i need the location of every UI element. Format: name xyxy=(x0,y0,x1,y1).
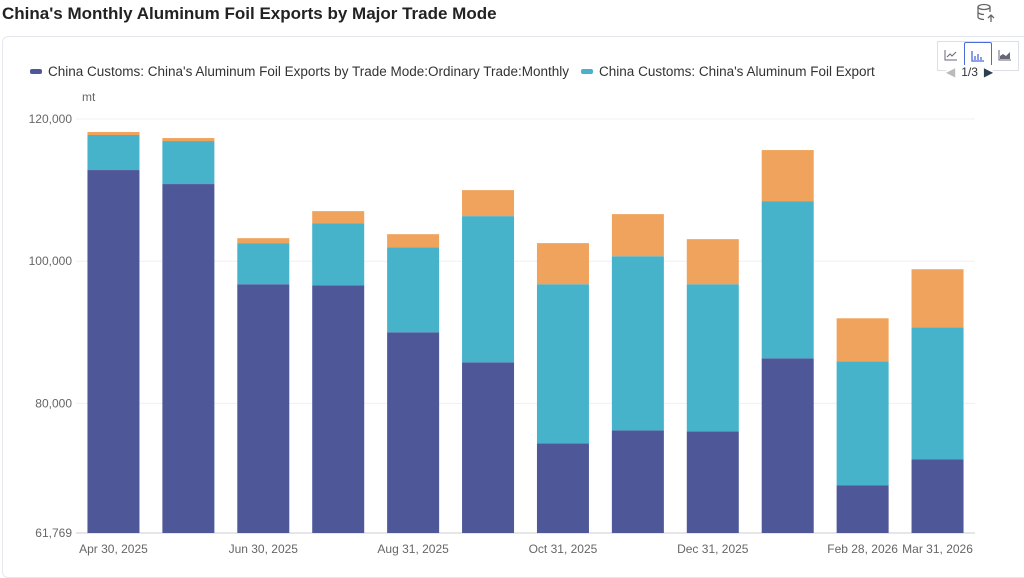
legend: China Customs: China's Aluminum Foil Exp… xyxy=(30,64,940,79)
area-chart-icon[interactable] xyxy=(992,42,1018,68)
database-export-icon[interactable] xyxy=(975,2,997,24)
legend-item-series-2[interactable]: China Customs: China's Aluminum Foil Exp… xyxy=(581,64,875,79)
legend-pager: ◀ 1/3 ▶ xyxy=(946,65,994,79)
page-title: China's Monthly Aluminum Foil Exports by… xyxy=(2,4,497,23)
legend-prev-icon[interactable]: ◀ xyxy=(946,65,956,79)
legend-label: China Customs: China's Aluminum Foil Exp… xyxy=(48,64,570,79)
legend-label: China Customs: China's Aluminum Foil Exp… xyxy=(599,64,875,79)
chart-card xyxy=(2,36,1024,578)
legend-page: 1/3 xyxy=(961,65,978,79)
legend-next-icon[interactable]: ▶ xyxy=(983,65,994,79)
legend-item-ordinary-trade[interactable]: China Customs: China's Aluminum Foil Exp… xyxy=(30,64,569,79)
line-chart-icon[interactable] xyxy=(938,42,964,68)
